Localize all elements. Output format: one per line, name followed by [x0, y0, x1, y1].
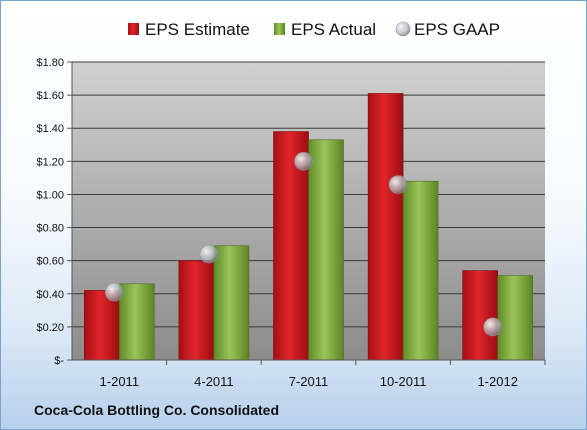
bar-eps-estimate	[367, 93, 404, 361]
y-tick-label: $0.20	[36, 322, 64, 334]
x-tick-label: 10-2011	[380, 374, 427, 389]
x-tick-label: 1-2011	[100, 374, 140, 389]
legend-swatch-estimate	[128, 23, 139, 35]
y-tick-label: $0.40	[36, 289, 64, 301]
marker-eps-gaap	[105, 282, 124, 302]
y-tick-label: $1.40	[36, 123, 64, 135]
y-tick-label: $0.80	[36, 223, 64, 235]
y-tick-label: $0.60	[36, 256, 64, 268]
y-tick-label: $1.60	[36, 90, 64, 102]
marker-eps-gaap	[483, 317, 503, 337]
bar-eps-actual	[497, 275, 534, 361]
legend-swatch-actual	[274, 23, 285, 35]
bar-eps-estimate	[462, 270, 499, 361]
legend-swatch-gaap	[395, 21, 411, 37]
y-tick-label: $1.00	[36, 189, 64, 201]
bar-eps-estimate	[178, 260, 215, 361]
legend-label: EPS GAAP	[414, 20, 500, 39]
legend-label: EPS Actual	[291, 20, 376, 39]
y-tick-label: $1.80	[36, 57, 64, 69]
bar-eps-actual	[119, 283, 155, 361]
y-tick-label: $1.20	[36, 156, 64, 168]
x-tick-label: 4-2011	[194, 374, 234, 389]
y-tick-label: $-	[54, 355, 64, 367]
bar-eps-actual	[213, 245, 250, 361]
marker-eps-gaap	[199, 244, 219, 264]
x-tick-label: 1-2012	[477, 374, 517, 389]
marker-eps-gaap	[294, 152, 313, 171]
company-name: Coca-Cola Bottling Co. Consolidated	[34, 402, 279, 418]
bar-eps-actual	[402, 180, 439, 361]
legend-label: EPS Estimate	[145, 20, 250, 39]
marker-eps-gaap	[388, 175, 408, 194]
bar-eps-estimate	[84, 290, 120, 361]
bar-eps-actual	[308, 139, 344, 361]
x-tick-label: 7-2011	[289, 374, 329, 389]
